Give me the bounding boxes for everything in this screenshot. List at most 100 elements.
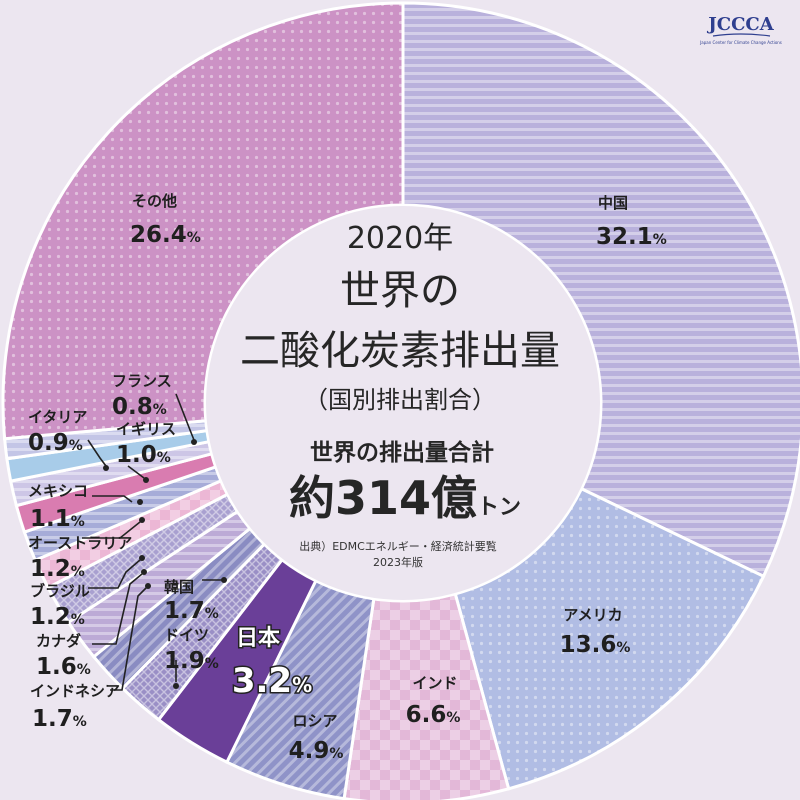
label-uk: イギリス 1.0%: [116, 420, 176, 468]
label-value-china: 32.1: [596, 224, 653, 250]
label-italy: イタリア 0.9%: [28, 408, 87, 456]
label-indonesia: インドネシア 1.7%: [30, 682, 120, 732]
center-source: 出典）EDMCエネルギー・経済統計要覧: [299, 539, 497, 553]
center-title-line1: 世界の: [340, 268, 460, 314]
svg-text:1.9%: 1.9%: [164, 648, 219, 674]
label-name-china: 中国: [598, 194, 628, 212]
svg-text:1.6%: 1.6%: [36, 654, 91, 680]
svg-text:6.6%: 6.6%: [406, 702, 461, 728]
leader-uk: [127, 465, 145, 479]
svg-text:1.7%: 1.7%: [32, 706, 87, 732]
slice-texture-other: [3, 3, 404, 439]
label-value-japan: 3.2: [232, 661, 292, 701]
label-other: その他 26.4%: [130, 192, 201, 248]
label-name-usa: アメリカ: [563, 606, 622, 624]
label-china: 中国 32.1%: [596, 194, 667, 250]
label-value-india: 6.6: [406, 702, 447, 728]
label-name-france: フランス: [112, 372, 172, 390]
center-text: 2020年 世界の 二酸化炭素排出量 （国別排出割合） 世界の排出量合計 約31…: [240, 221, 560, 569]
label-japan: 日本 3.2%: [230, 625, 313, 703]
label-name-brazil: ブラジル: [30, 582, 90, 600]
svg-text:0.9%: 0.9%: [28, 430, 83, 456]
label-value-canada: 1.6: [36, 654, 77, 680]
leader-dot: [137, 499, 143, 505]
slice-labels: 中国 32.1% アメリカ 13.6% インド 6.6% ロシア 4.9% 日本…: [28, 192, 667, 764]
label-australia: オーストラリア 1.2%: [28, 534, 132, 582]
label-name-russia: ロシア: [292, 712, 337, 730]
leader-dot: [143, 477, 149, 483]
leader-dot: [191, 439, 197, 445]
slice-texture-india: [344, 593, 509, 800]
leader-dot: [173, 683, 179, 689]
svg-text:0.8%: 0.8%: [112, 394, 167, 420]
label-value-usa: 13.6: [560, 632, 617, 658]
label-name-italy: イタリア: [28, 408, 87, 426]
leader-italy: [87, 439, 107, 467]
center-source-edition: 2023年版: [373, 555, 423, 569]
label-name-germany: ドイツ: [164, 626, 209, 644]
label-value-brazil: 1.2: [30, 604, 71, 630]
label-name-japan: 日本: [236, 626, 280, 651]
slice-texture-france: [4, 420, 207, 459]
label-name-other: その他: [132, 192, 177, 210]
label-value-uk: 1.0: [116, 442, 157, 468]
label-value-france: 0.8: [112, 394, 153, 420]
slice-texture-uk: [10, 441, 212, 506]
label-korea: 韓国 1.7%: [164, 578, 219, 624]
leader-australia: [82, 521, 141, 539]
center-total-label: 世界の排出量合計: [310, 439, 494, 466]
logo-swoosh: [712, 33, 771, 37]
logo-text: JCCCA: [706, 14, 774, 35]
svg-text:3.2%: 3.2%: [232, 661, 312, 701]
label-name-uk: イギリス: [116, 420, 176, 438]
svg-text:26.4%: 26.4%: [130, 222, 201, 248]
jccca-logo: JCCCA Japan Center for Climate Change Ac…: [699, 14, 782, 45]
slice-texture-china: [403, 3, 800, 577]
leader-france: [175, 393, 195, 441]
slice-texture-germany: [122, 544, 283, 720]
center-total: 約314億トン: [289, 471, 521, 525]
svg-text:1.0%: 1.0%: [116, 442, 171, 468]
svg-text:4.9%: 4.9%: [289, 738, 344, 764]
label-name-canada: カナダ: [36, 632, 81, 650]
leader-dot: [139, 517, 145, 523]
leader-canada: [92, 573, 143, 645]
svg-text:32.1%: 32.1%: [596, 224, 667, 250]
donut-hole: [206, 206, 600, 600]
label-value-australia: 1.2: [30, 556, 71, 582]
slice-texture-usa: [455, 488, 764, 789]
center-total-value: 314: [335, 471, 431, 525]
label-france: フランス 0.8%: [112, 372, 172, 420]
leader-dot: [141, 569, 147, 575]
leader-lines: [82, 393, 227, 691]
leader-brazil: [88, 559, 141, 589]
label-canada: カナダ 1.6%: [36, 632, 91, 680]
slice-texture-brazil: [35, 480, 228, 588]
slice-texture-korea: [93, 528, 265, 689]
svg-text:1.2%: 1.2%: [30, 556, 85, 582]
leader-dot: [145, 583, 151, 589]
label-name-korea: 韓国: [164, 578, 194, 596]
slice-texture-indonesia: [68, 511, 250, 657]
label-usa: アメリカ 13.6%: [560, 606, 631, 658]
label-value-indonesia: 1.7: [32, 706, 73, 732]
svg-text:1.2%: 1.2%: [30, 604, 85, 630]
label-name-australia: オーストラリア: [28, 534, 132, 552]
label-value-germany: 1.9: [164, 648, 205, 674]
label-value-korea: 1.7: [164, 598, 205, 624]
label-india: インド 6.6%: [406, 674, 461, 728]
leader-dot: [139, 555, 145, 561]
label-brazil: ブラジル 1.2%: [30, 582, 90, 630]
label-value-mexico: 1.1: [30, 506, 71, 532]
label-value-russia: 4.9: [289, 738, 330, 764]
svg-text:1.1%: 1.1%: [30, 506, 85, 532]
label-russia: ロシア 4.9%: [289, 712, 344, 764]
center-title-line2: 二酸化炭素排出量: [240, 328, 560, 374]
center-subtitle: （国別排出割合）: [304, 386, 496, 414]
label-germany: ドイツ 1.9%: [164, 626, 219, 674]
logo-subtext: Japan Center for Climate Change Actions: [699, 40, 782, 45]
label-name-mexico: メキシコ: [28, 482, 88, 500]
